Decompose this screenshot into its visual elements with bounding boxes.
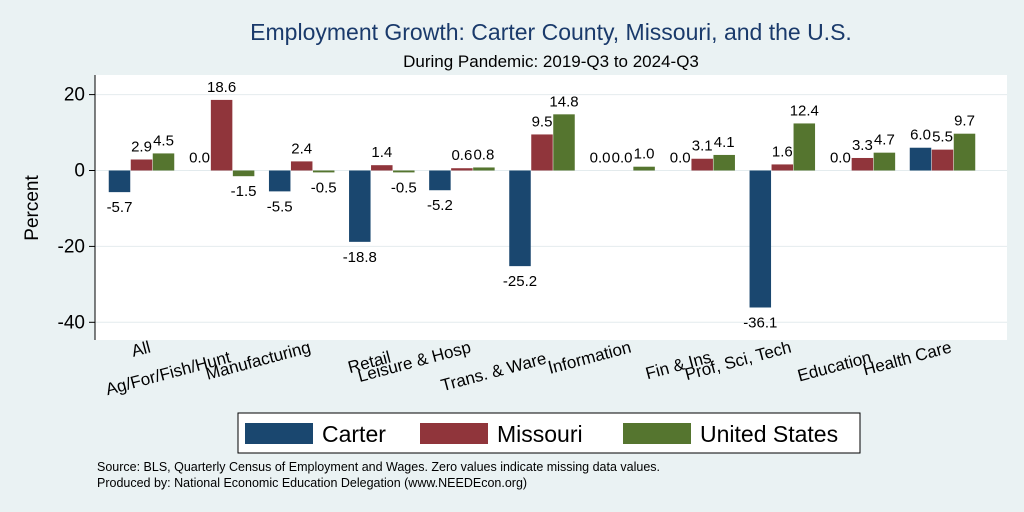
data-label: 14.8: [549, 93, 578, 110]
data-label: -5.5: [267, 198, 293, 215]
bar-carter: [108, 170, 131, 193]
data-label: -36.1: [743, 314, 777, 331]
bar-carter: [509, 170, 531, 267]
data-label: -5.2: [427, 197, 453, 214]
plot-area: [95, 75, 1007, 340]
data-label: 1.4: [371, 144, 392, 161]
data-label: 0.6: [451, 147, 472, 164]
y-tick-label: 0: [74, 161, 85, 182]
data-label: 18.6: [207, 79, 236, 96]
x-tick-label: Health Care: [861, 338, 954, 380]
bar-united-states: [953, 133, 976, 171]
data-label: 2.4: [291, 140, 312, 157]
data-label: 3.1: [692, 138, 713, 155]
bar-united-states: [713, 154, 735, 171]
data-label: 0.0: [612, 150, 633, 167]
bar-missouri: [451, 168, 473, 171]
data-label: -0.5: [311, 179, 337, 196]
data-label: 5.5: [932, 129, 953, 146]
bar-united-states: [633, 166, 655, 171]
legend-swatch-united-states: [623, 423, 691, 444]
bar-united-states: [232, 170, 255, 177]
bar-carter: [749, 170, 772, 308]
data-label: -5.7: [107, 199, 133, 216]
legend-swatch-carter: [245, 423, 313, 444]
bar-missouri: [931, 149, 954, 171]
data-label: 0.0: [189, 150, 210, 167]
legend-box: [237, 412, 861, 454]
bar-missouri: [210, 99, 233, 171]
data-label: 2.9: [131, 138, 152, 155]
bar-missouri: [691, 158, 713, 171]
y-tick-label: -20: [58, 236, 85, 257]
data-label: 0.0: [830, 150, 851, 167]
bar-missouri: [130, 159, 153, 171]
y-tick-label: -40: [58, 312, 85, 333]
data-label: -0.5: [391, 179, 417, 196]
data-label: 1.0: [634, 146, 655, 163]
data-label: 4.7: [874, 132, 895, 149]
data-label: 9.5: [532, 113, 553, 130]
data-labels-group: -5.70.0-5.5-18.8-5.2-25.20.0 0.0-36.10.06…: [107, 79, 975, 332]
data-label: -1.5: [231, 183, 257, 200]
bar-united-states: [312, 170, 335, 173]
data-label: 3.3: [852, 137, 873, 154]
data-label: 1.6: [772, 143, 793, 160]
data-label: -25.2: [503, 273, 537, 290]
bars-group: [108, 99, 976, 308]
legend-swatch-missouri: [420, 423, 488, 444]
legend-label: United States: [700, 421, 838, 447]
data-label: 12.4: [790, 102, 819, 119]
bar-missouri: [851, 157, 874, 171]
bar-carter: [349, 170, 371, 242]
bar-carter: [429, 170, 451, 191]
data-label: 0.8: [473, 146, 494, 163]
y-tick-label: 20: [64, 85, 85, 106]
y-axis: 20 0 -20 -40: [58, 75, 96, 340]
y-axis-label: Percent: [22, 175, 43, 241]
data-label: 4.1: [714, 134, 735, 151]
legend-label: Carter: [322, 421, 386, 447]
bar-carter: [909, 147, 932, 171]
legend-label: Missouri: [497, 421, 583, 447]
bar-united-states: [473, 167, 495, 171]
bar-united-states: [873, 152, 896, 171]
bar-united-states: [393, 170, 415, 173]
x-tick-label: Manufacturing: [204, 338, 313, 384]
data-label: 6.0: [910, 127, 931, 144]
bar-missouri: [531, 134, 553, 171]
bar-united-states: [553, 114, 575, 171]
chart-title: Employment Growth: Carter County, Missou…: [250, 19, 852, 45]
data-label: 0.0: [590, 150, 611, 167]
data-label: 9.7: [954, 113, 975, 130]
legend: Carter Missouri United States: [245, 421, 838, 447]
bar-missouri: [371, 165, 393, 171]
data-label: 0.0: [670, 150, 691, 167]
bar-missouri: [771, 164, 794, 171]
bar-missouri: [290, 161, 313, 171]
data-label: 4.5: [153, 132, 174, 149]
data-label: -18.8: [343, 249, 377, 266]
x-tick-label: Prof, Sci, Tech: [683, 338, 793, 385]
bar-united-states: [793, 123, 816, 171]
bar-united-states: [152, 153, 175, 171]
chart-subtitle: During Pandemic: 2019-Q3 to 2024-Q3: [403, 52, 699, 71]
produced-by-note: Produced by: National Economic Education…: [97, 476, 527, 490]
x-tick-label: All: [129, 338, 152, 361]
bar-carter: [268, 170, 291, 192]
source-note: Source: BLS, Quarterly Census of Employm…: [97, 460, 660, 474]
x-tick-label: Information: [546, 338, 633, 378]
